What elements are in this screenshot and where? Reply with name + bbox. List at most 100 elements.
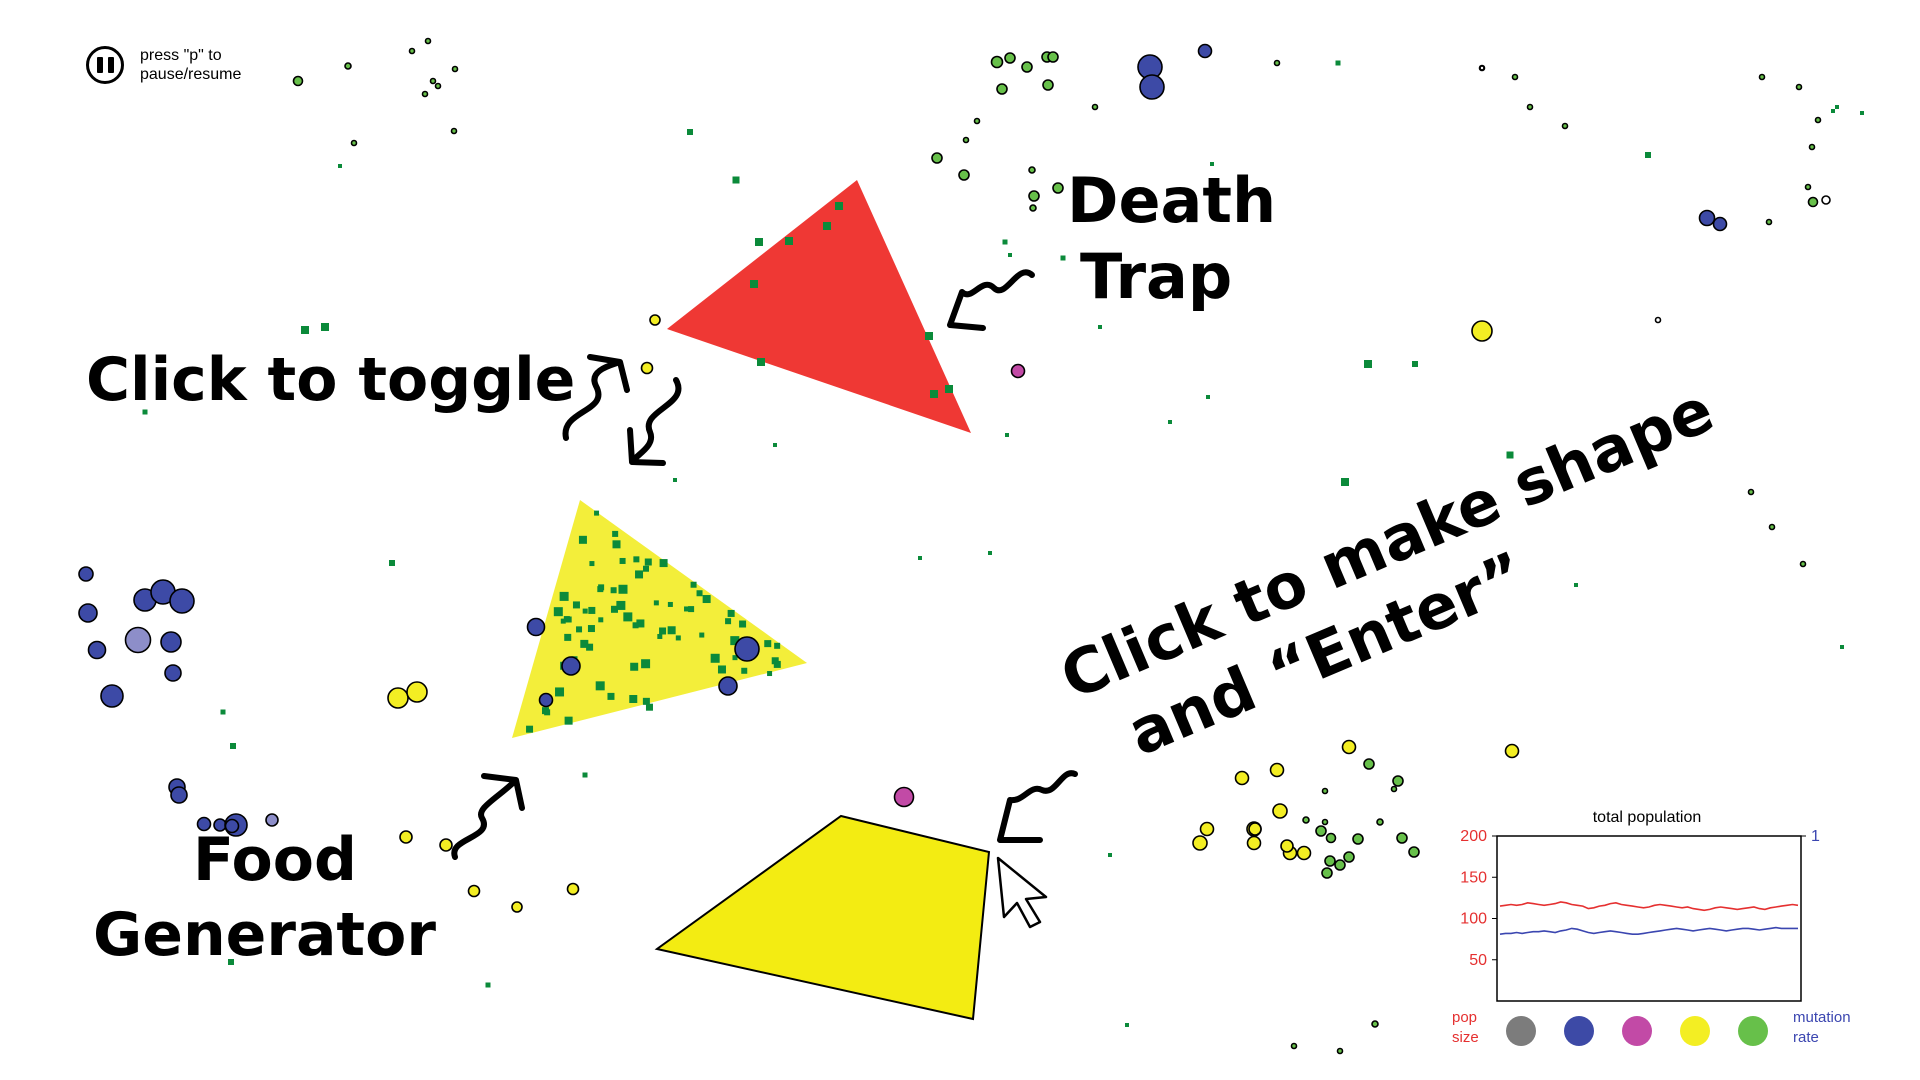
- creature: [164, 664, 182, 682]
- pause-icon-bar-right: [107, 57, 114, 73]
- creature: [265, 813, 279, 827]
- food-pellet: [835, 202, 843, 210]
- chart-left-axis: 50 100 150 200: [1460, 828, 1497, 969]
- creature: [1197, 43, 1213, 59]
- make-shape-arrow: [997, 770, 1078, 843]
- creature: [538, 692, 554, 708]
- creature: [1325, 832, 1337, 844]
- creature: [962, 136, 970, 144]
- creature: [1747, 488, 1755, 496]
- food-pellet: [710, 653, 720, 663]
- creature: [429, 77, 437, 85]
- creature: [124, 626, 152, 654]
- creature: [1807, 196, 1819, 208]
- food-pellet: [572, 601, 580, 609]
- toggle-arrow-down: [627, 377, 682, 466]
- food-pellet: [1835, 105, 1839, 109]
- food-pellet: [675, 635, 681, 641]
- food-pellet: [607, 692, 615, 700]
- creature: [467, 884, 481, 898]
- creature: [1028, 190, 1040, 202]
- food-pellet: [1574, 583, 1578, 587]
- species-swatch: [1738, 1016, 1768, 1046]
- creature: [718, 676, 738, 696]
- food-pellet: [580, 639, 589, 648]
- food-pellet: [338, 164, 342, 168]
- food-pellet: [643, 565, 650, 572]
- pause-button[interactable]: [86, 46, 124, 84]
- food-generator-arrow: [451, 773, 525, 860]
- creature: [408, 47, 416, 55]
- food-pellet: [918, 556, 922, 560]
- toggle-arrow-up: [562, 354, 630, 441]
- creature: [1408, 846, 1420, 858]
- food-pellet: [544, 709, 551, 716]
- food-pellet: [717, 665, 726, 674]
- food-pellet: [612, 540, 621, 549]
- food-generator-label-line2: Generator: [93, 900, 436, 970]
- food-pellet: [773, 443, 777, 447]
- species-swatch: [1622, 1016, 1652, 1046]
- food-pellet: [564, 716, 573, 725]
- user-drawn-shape[interactable]: [654, 814, 991, 1021]
- creature: [169, 588, 195, 614]
- food-pellet: [560, 618, 566, 624]
- food-pellet: [618, 584, 628, 594]
- creature: [1768, 523, 1776, 531]
- death-trap-triangle[interactable]: [667, 180, 971, 433]
- food-pellet: [619, 557, 626, 564]
- creature: [1390, 785, 1398, 793]
- creature: [1321, 787, 1329, 795]
- food-pellet: [688, 606, 695, 613]
- food-pellet: [553, 607, 563, 617]
- creature: [1248, 822, 1262, 836]
- food-pellet: [725, 618, 732, 625]
- food-pellet: [925, 332, 933, 340]
- creature: [931, 152, 943, 164]
- creature: [1029, 204, 1037, 212]
- creature: [996, 83, 1008, 95]
- creature: [1091, 103, 1099, 111]
- creature: [350, 139, 358, 147]
- food-pellet: [576, 626, 583, 633]
- food-pellet: [823, 222, 831, 230]
- food-pellet: [930, 390, 938, 398]
- food-pellet: [771, 657, 779, 665]
- creature: [1526, 103, 1534, 111]
- food-pellet: [230, 743, 236, 749]
- creature: [1765, 218, 1773, 226]
- food-pellet: [485, 982, 491, 988]
- pause-icon-bar-left: [96, 57, 103, 73]
- creature: [1028, 166, 1036, 174]
- creature: [1004, 52, 1016, 64]
- creature: [451, 65, 459, 73]
- creature: [1758, 73, 1766, 81]
- food-pellet: [389, 560, 395, 566]
- food-pellet: [589, 561, 595, 567]
- food-pellet: [673, 478, 677, 482]
- food-pellet: [526, 725, 534, 733]
- food-pellet: [696, 590, 703, 597]
- food-pellet: [1506, 451, 1514, 459]
- food-pellet: [644, 558, 652, 566]
- food-pellet: [623, 612, 633, 622]
- creature: [1821, 195, 1831, 205]
- creature: [1479, 65, 1485, 71]
- food-pellet: [582, 772, 588, 778]
- creature: [434, 82, 442, 90]
- food-pellet: [301, 326, 309, 334]
- food-pellet: [767, 671, 773, 677]
- food-pellet: [1098, 325, 1102, 329]
- food-pellet: [1206, 395, 1210, 399]
- creature: [1363, 758, 1375, 770]
- creature: [1199, 821, 1215, 837]
- trap-food-layer: [750, 202, 953, 398]
- food-generator-triangle[interactable]: [512, 500, 807, 738]
- creature: [292, 75, 304, 87]
- food-pellet: [699, 632, 705, 638]
- food-pellet: [1335, 60, 1341, 66]
- creature: [160, 631, 182, 653]
- creature: [1795, 83, 1803, 91]
- creature: [1392, 775, 1404, 787]
